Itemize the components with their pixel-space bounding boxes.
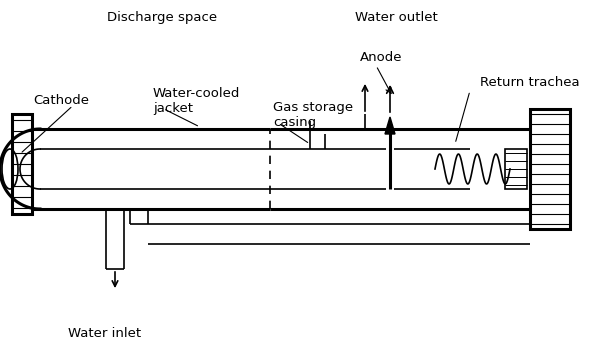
Text: Water outlet: Water outlet — [355, 11, 437, 24]
Text: Water inlet: Water inlet — [68, 327, 142, 340]
Text: Anode: Anode — [360, 51, 402, 64]
Bar — [530, 109, 570, 229]
Bar — [505, 149, 527, 189]
Polygon shape — [385, 117, 395, 134]
Bar — [12, 114, 32, 214]
Text: Return trachea: Return trachea — [480, 76, 580, 89]
Text: Water-cooled
jacket: Water-cooled jacket — [153, 87, 241, 115]
Text: Discharge space: Discharge space — [107, 11, 217, 24]
Text: Gas storage
casing: Gas storage casing — [273, 101, 353, 129]
Text: Cathode: Cathode — [33, 94, 89, 107]
